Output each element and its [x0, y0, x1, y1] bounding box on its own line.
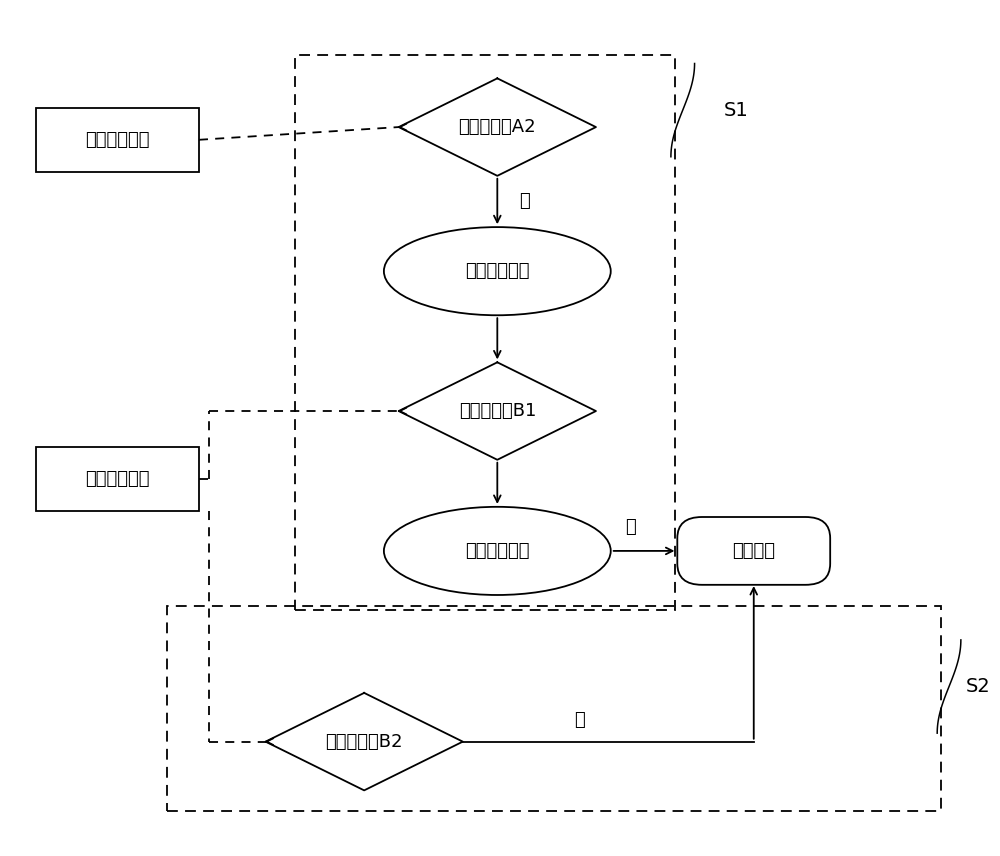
- Ellipse shape: [384, 227, 611, 315]
- Bar: [36, 447, 199, 511]
- Text: 匹配度大于B1: 匹配度大于B1: [459, 402, 536, 420]
- Text: 是: 是: [574, 711, 585, 729]
- Polygon shape: [399, 79, 596, 175]
- Text: 第二候选合集: 第二候选合集: [465, 542, 530, 560]
- Text: 是: 是: [519, 193, 530, 211]
- Text: 第一识别部分: 第一识别部分: [85, 131, 150, 149]
- Bar: [295, 55, 675, 610]
- Text: S2: S2: [966, 677, 991, 696]
- Text: 匹配度大于A2: 匹配度大于A2: [459, 118, 536, 136]
- Text: 第一候选合集: 第一候选合集: [465, 262, 530, 280]
- Bar: [36, 108, 199, 171]
- Text: 第二识别部分: 第二识别部分: [85, 470, 150, 488]
- Ellipse shape: [384, 507, 611, 595]
- Polygon shape: [266, 693, 463, 790]
- Polygon shape: [399, 362, 596, 460]
- Text: 确认候选: 确认候选: [732, 542, 775, 560]
- Text: S1: S1: [724, 101, 749, 120]
- Bar: [167, 606, 941, 811]
- FancyBboxPatch shape: [677, 517, 830, 585]
- Text: 是: 是: [626, 518, 636, 536]
- Text: 匹配度大于B2: 匹配度大于B2: [325, 733, 403, 751]
